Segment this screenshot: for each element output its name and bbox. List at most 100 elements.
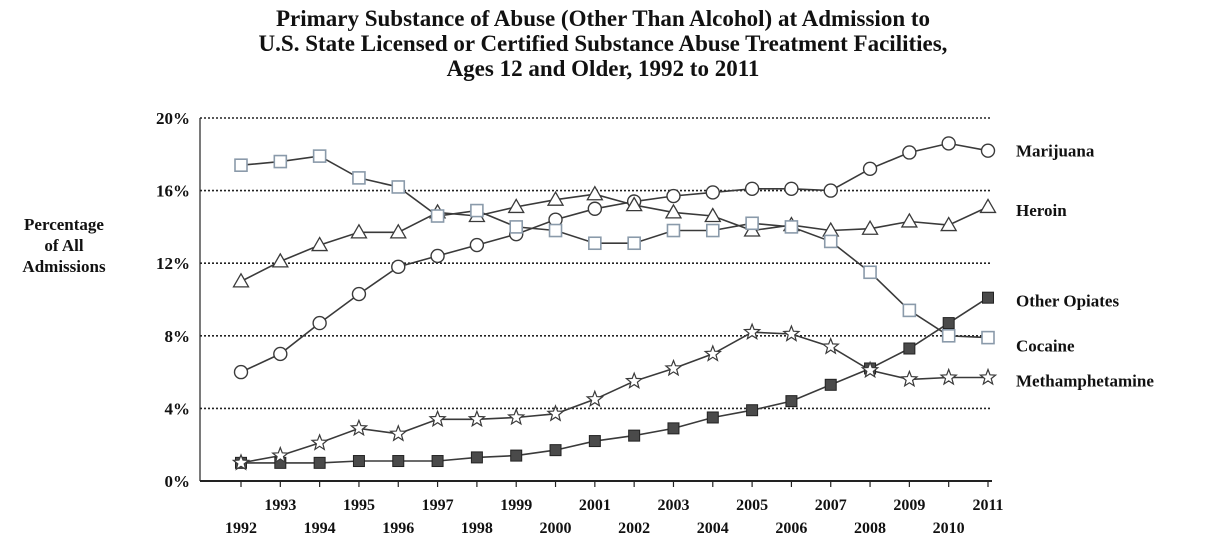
data-point-other-opiates <box>628 429 641 442</box>
data-point-heroin <box>546 190 565 206</box>
data-point-heroin <box>625 196 643 212</box>
x-tick-label: 2006 <box>775 520 807 537</box>
data-point-methamphetamine <box>782 324 801 342</box>
x-tick-label: 2009 <box>893 497 925 514</box>
series-line-heroin <box>240 193 989 283</box>
data-point-methamphetamine <box>821 337 840 355</box>
data-point-methamphetamine <box>900 369 919 388</box>
y-tick-label: 8% <box>165 327 191 346</box>
data-point-cocaine <box>981 330 995 345</box>
data-point-methamphetamine <box>624 371 644 389</box>
x-tick-label: 1994 <box>304 520 336 537</box>
data-point-cocaine <box>548 223 563 238</box>
data-point-cocaine <box>705 223 720 238</box>
x-tick-label: 2010 <box>933 520 965 537</box>
series-line-other-opiates <box>241 297 989 464</box>
chart-title-line-2: U.S. State Licensed or Certified Substan… <box>258 31 948 56</box>
data-point-heroin <box>704 207 722 223</box>
data-point-other-opiates <box>785 395 798 408</box>
data-point-marijuana <box>351 286 367 302</box>
data-point-marijuana <box>273 346 288 362</box>
data-point-methamphetamine <box>664 358 683 377</box>
data-point-methamphetamine <box>428 409 447 428</box>
data-point-heroin <box>940 216 958 232</box>
data-point-heroin <box>311 236 329 252</box>
data-point-cocaine <box>588 236 602 251</box>
chart-title-line-3: Ages 12 and Older, 1992 to 2011 <box>446 56 760 81</box>
x-tick-label: 2000 <box>540 520 572 537</box>
y-tick-label: 12% <box>156 254 190 273</box>
data-point-cocaine <box>430 209 445 223</box>
data-point-heroin <box>389 223 407 239</box>
data-point-methamphetamine <box>860 360 880 379</box>
y-tick-label: 0% <box>165 472 191 491</box>
x-tick-label: 1992 <box>225 520 257 537</box>
data-point-marijuana <box>705 185 720 200</box>
data-point-other-opiates <box>470 451 483 464</box>
data-point-other-opiates <box>824 378 837 391</box>
data-point-cocaine <box>941 328 956 343</box>
series-labels: Marijuana Heroin Other Opiates Cocaine Metha… <box>1016 142 1154 391</box>
data-point-marijuana <box>902 145 917 160</box>
x-tick-label: 1995 <box>343 497 375 514</box>
data-point-other-opiates <box>313 456 326 469</box>
data-point-methamphetamine <box>506 407 526 426</box>
x-tick-label: 1998 <box>461 520 493 537</box>
data-point-methamphetamine <box>349 418 369 437</box>
data-point-marijuana <box>391 259 406 275</box>
x-tick-label: 2008 <box>854 520 886 537</box>
y-axis-label-line-3: Admissions <box>22 257 106 276</box>
data-point-cocaine <box>509 220 524 234</box>
chart-title: Primary Substance of Abuse (Other Than A… <box>0 6 1206 81</box>
data-point-other-opiates <box>392 455 405 468</box>
data-point-marijuana <box>430 248 445 264</box>
data-point-other-opiates <box>667 422 680 435</box>
y-tick-label: 16% <box>156 182 190 201</box>
x-tick-label: 2011 <box>972 497 1003 514</box>
series-label-cocaine: Cocaine <box>1016 337 1075 356</box>
data-point-cocaine <box>863 265 877 280</box>
data-point-other-opiates <box>982 291 994 304</box>
x-tick-label: 1996 <box>382 520 414 537</box>
series-label-marijuana: Marijuana <box>1016 142 1095 161</box>
x-tick-label: 1993 <box>264 497 296 514</box>
data-point-other-opiates <box>942 317 955 330</box>
data-point-heroin <box>586 185 604 201</box>
x-tick-label: 1997 <box>422 497 454 514</box>
data-point-methamphetamine <box>389 424 408 442</box>
data-point-heroin <box>350 223 368 239</box>
data-point-heroin <box>664 203 683 219</box>
x-tick-label: 2007 <box>815 497 847 514</box>
data-point-cocaine <box>745 216 759 231</box>
series-markers <box>231 136 998 471</box>
series-label-other-opiates: Other Opiates <box>1016 292 1119 311</box>
series-label-heroin: Heroin <box>1016 201 1067 220</box>
data-point-cocaine <box>627 236 641 251</box>
data-point-marijuana <box>784 181 799 196</box>
data-point-heroin <box>979 198 997 214</box>
data-point-other-opiates <box>352 455 365 468</box>
data-point-methamphetamine <box>703 344 723 362</box>
y-tick-label: 4% <box>165 399 191 418</box>
y-axis-label-line-2: of All <box>44 236 84 255</box>
data-point-heroin <box>271 252 289 268</box>
data-point-cocaine <box>902 303 917 318</box>
data-point-other-opiates <box>588 435 601 448</box>
data-point-other-opiates <box>706 411 719 424</box>
data-point-cocaine <box>391 180 406 194</box>
data-point-marijuana <box>980 143 996 158</box>
data-point-methamphetamine <box>978 367 998 386</box>
data-point-heroin <box>232 272 250 288</box>
data-point-cocaine <box>470 203 484 218</box>
data-point-marijuana <box>941 136 956 151</box>
data-point-other-opiates <box>510 449 523 462</box>
data-point-heroin <box>507 198 525 214</box>
data-point-heroin <box>900 212 918 228</box>
data-point-cocaine <box>666 223 681 238</box>
x-tick-label: 1999 <box>500 497 532 514</box>
data-point-marijuana <box>666 188 681 204</box>
data-point-methamphetamine <box>585 389 605 408</box>
chart-title-line-1: Primary Substance of Abuse (Other Than A… <box>275 6 931 31</box>
data-point-cocaine <box>312 149 327 163</box>
